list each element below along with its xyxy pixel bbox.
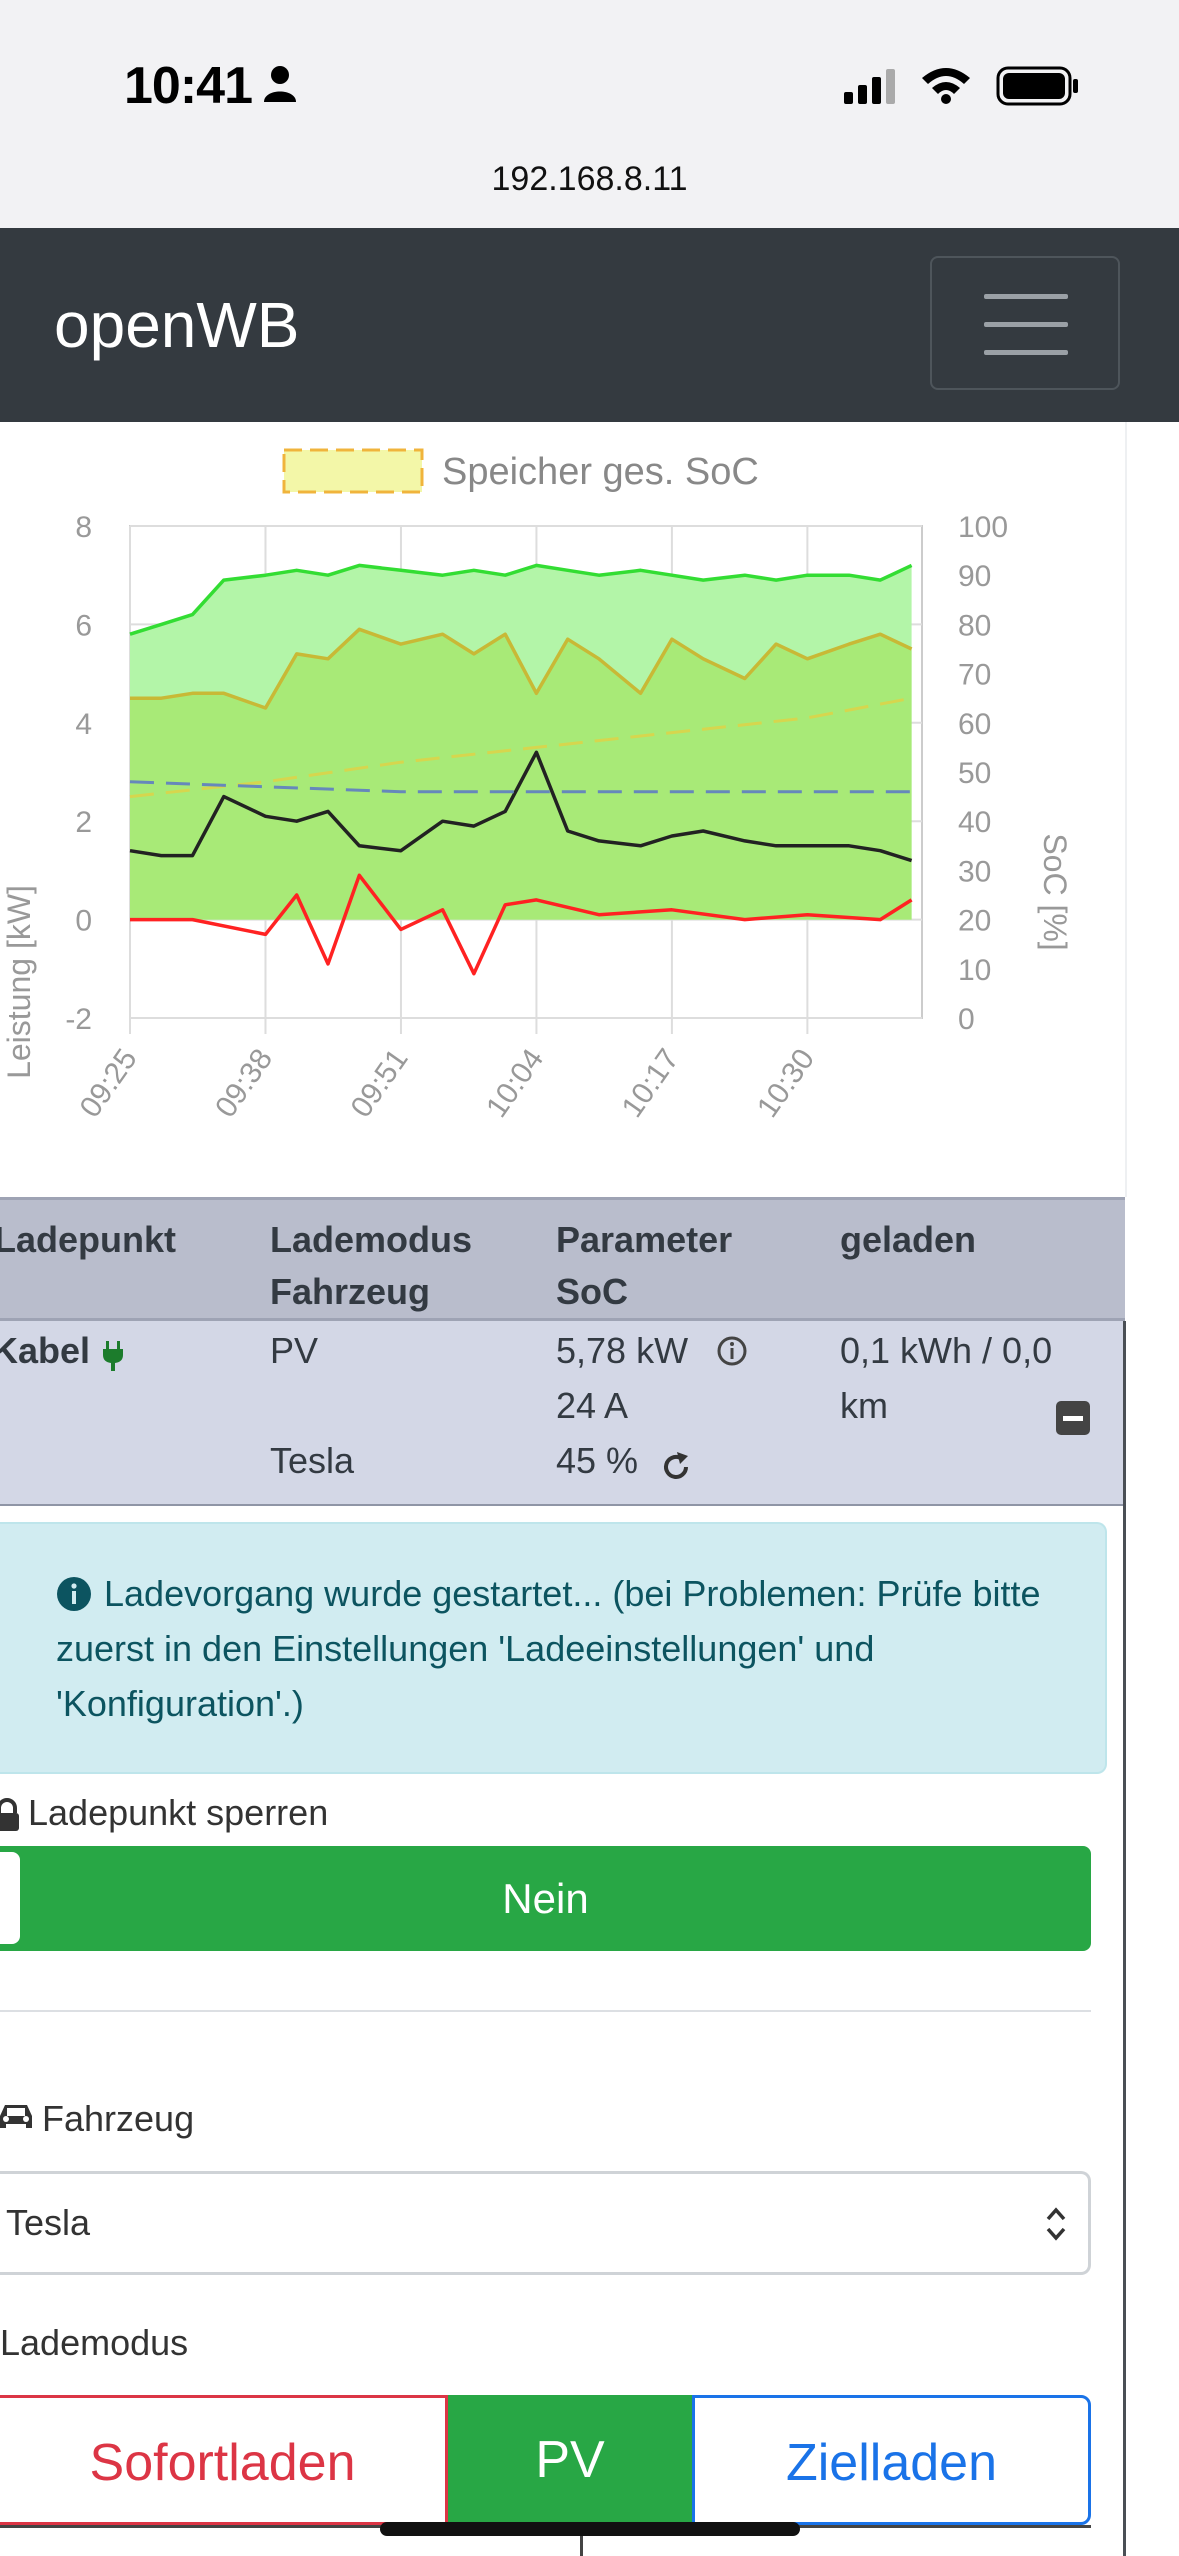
brand-title[interactable]: openWB [54,289,300,361]
power-chart: Speicher ges. SoC 8 6 4 2 0 -2 100 90 80 70 60 50 4… [0,422,1127,1197]
y-left-tick: -2 [65,1003,92,1036]
series-line [129,563,913,636]
x-tick: 10:30 [751,1043,821,1123]
header-parameter: Parameter [556,1219,733,1260]
chart-legend: Speicher ges. SoC [282,448,759,494]
collapse-icon[interactable] [1056,1401,1090,1435]
info-circle-icon[interactable] [716,1335,748,1367]
y-axis-left: 8 6 4 2 0 -2 [65,511,92,1036]
navbar: openWB [0,228,1179,422]
y-left-tick: 4 [75,708,92,741]
vehicle-select[interactable]: Tesla [0,2171,1091,2275]
vehicle-label: Fahrzeug [42,2098,195,2139]
next-row-divider [580,2525,583,2556]
info-icon [57,1577,91,1611]
vehicle-selected-value: Tesla [6,2202,91,2243]
y-left-tick: 6 [75,609,92,642]
chart-areas [130,565,912,920]
chart-lines [129,563,913,976]
lock-label: Ladepunkt sperren [28,1792,329,1833]
cell-strom: 24 A [556,1385,629,1426]
hamburger-icon-bar [984,322,1068,327]
refresh-icon[interactable] [660,1451,692,1483]
y-right-tick: 70 [958,659,991,692]
series-line [130,873,913,976]
legend-swatch [282,448,424,494]
x-axis: 09:25 09:38 09:51 10:04 10:17 10:30 [74,1043,821,1123]
table-row[interactable]: Kabel PV Tesla 5,78 kW 24 A 45 % 0,1 kWh… [0,1321,1125,1506]
series-area [130,629,912,920]
signal-icon [844,69,895,104]
y-right-tick: 100 [958,511,1008,544]
status-time: 10:41 [124,57,253,115]
x-tick: 09:38 [209,1043,279,1123]
header-ladepunkt: Ladepunkt [0,1219,177,1260]
divider [0,2010,1091,2012]
x-tick: 10:04 [480,1043,550,1123]
info-alert: Ladevorgang wurde gestartet... (bei Prob… [0,1522,1107,1774]
y-axis-left-label: Leistung [kW] [1,885,37,1079]
car-icon [0,2105,32,2128]
series-line [129,696,912,799]
y-right-tick: 30 [958,855,991,888]
status-bar: 10:41 192.168.8.11 [0,0,1179,228]
mode-pv-button[interactable]: PV [448,2395,692,2525]
x-tick: 09:51 [345,1043,415,1123]
cell-ladepunkt: Kabel [0,1330,91,1371]
lock-icon [0,1798,19,1831]
hamburger-icon-bar [984,350,1068,355]
header-lademodus: Lademodus [270,1219,473,1260]
series-line [129,780,912,794]
mode-zielladen-button[interactable]: Zielladen [692,2395,1091,2525]
y-left-tick: 8 [75,511,92,544]
alert-text: Ladevorgang wurde gestartet... (bei Prob… [56,1573,1041,1724]
y-axis-right-label: SoC [%] [1037,833,1073,950]
select-arrows-icon [1046,2207,1066,2241]
charge-mode-group: Sofortladen PV Zielladen [0,2395,1091,2525]
cell-geladen-unit: km [840,1385,888,1426]
charge-mode-label: Lademodus [0,2322,189,2363]
x-tick: 09:25 [74,1043,144,1123]
alert-message: Ladevorgang wurde gestartet... (bei Prob… [56,1566,1056,1731]
card-border [1123,1321,1126,2556]
series-line [129,750,913,863]
lock-toggle-button[interactable]: Nein [0,1846,1091,1951]
table-header: Ladepunkt Lademodus Fahrzeug Parameter S… [0,1197,1125,1321]
cell-lademodus: PV [270,1330,319,1371]
person-icon [264,66,296,102]
y-right-tick: 90 [958,560,991,593]
y-right-tick: 40 [958,806,991,839]
home-indicator [380,2522,800,2536]
y-right-tick: 60 [958,708,991,741]
cell-leistung: 5,78 kW [556,1330,689,1371]
y-left-tick: 2 [75,806,92,839]
plug-icon [103,1341,123,1371]
y-right-tick: 80 [958,609,991,642]
battery-icon [996,66,1078,106]
y-right-tick: 0 [958,1003,975,1036]
url-bar[interactable]: 192.168.8.11 [491,160,688,198]
y-left-tick: 0 [75,905,92,938]
toggle-knob[interactable] [0,1852,20,1944]
x-tick: 10:17 [616,1043,686,1123]
hamburger-icon [984,294,1068,299]
header-fahrzeug: Fahrzeug [270,1271,431,1312]
y-right-tick: 20 [958,905,991,938]
y-right-tick: 10 [958,954,991,987]
cell-fahrzeug: Tesla [270,1440,355,1481]
menu-toggle-button[interactable] [930,256,1120,390]
mode-sofortladen-button[interactable]: Sofortladen [0,2395,448,2525]
cell-soc: 45 % [556,1440,639,1481]
header-soc: SoC [556,1271,628,1312]
cell-geladen: 0,1 kWh / 0,0 [840,1330,1053,1371]
header-geladen: geladen [840,1219,977,1260]
legend-label: Speicher ges. SoC [442,451,759,493]
wifi-icon [922,68,970,104]
series-line [130,627,913,710]
y-right-tick: 50 [958,757,991,790]
